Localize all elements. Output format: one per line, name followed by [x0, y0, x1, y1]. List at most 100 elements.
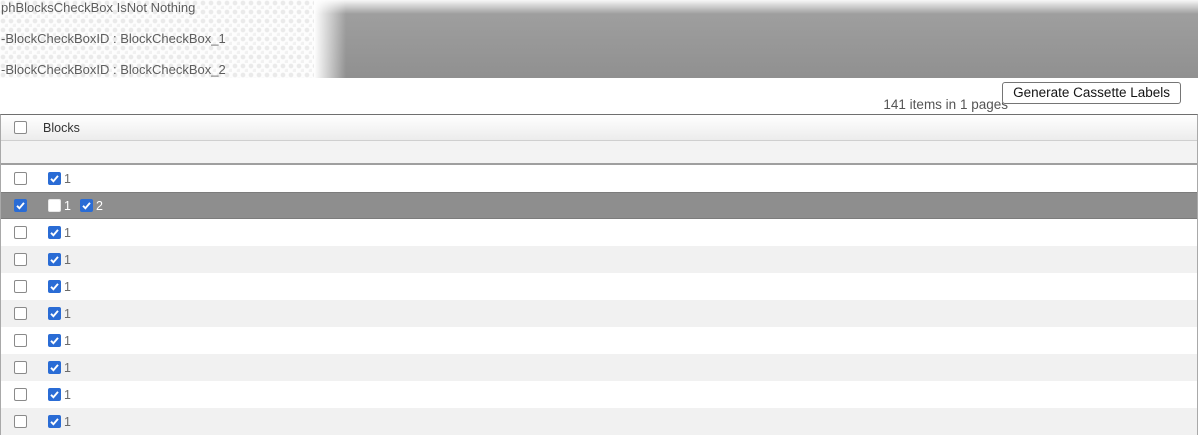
blocks-cell: 1: [41, 226, 71, 240]
row-select-cell: [1, 226, 41, 239]
block-checkbox[interactable]: [48, 307, 61, 320]
block-checkbox[interactable]: [48, 226, 61, 239]
gray-overlay: [314, 0, 1198, 78]
block-checkbox[interactable]: [48, 334, 61, 347]
checkmark-icon: [50, 418, 59, 426]
block-checkbox-group: 1: [48, 415, 71, 429]
row-select-checkbox[interactable]: [14, 253, 27, 266]
block-checkbox-group: 1: [48, 334, 71, 348]
blocks-cell: 1: [41, 361, 71, 375]
debug-panel: phBlocksCheckBox IsNot Nothing -BlockChe…: [0, 0, 1198, 78]
row-select-cell: [1, 307, 41, 320]
block-checkbox-group: 1: [48, 307, 71, 321]
block-label: 1: [64, 306, 71, 321]
row-select-cell: [1, 388, 41, 401]
row-select-checkbox[interactable]: [14, 334, 27, 347]
block-checkbox[interactable]: [48, 199, 61, 212]
row-select-checkbox[interactable]: [14, 361, 27, 374]
block-checkbox-group: 1: [48, 388, 71, 402]
debug-line: -BlockCheckBoxID : BlockCheckBox_2: [1, 62, 226, 77]
select-all-checkbox[interactable]: [14, 121, 27, 134]
items-count-label: 141 items in 1 pages: [883, 97, 1008, 112]
table-row: 1: [1, 327, 1197, 354]
toolbar: 141 items in 1 pages Generate Cassette L…: [0, 78, 1198, 114]
checkmark-icon: [16, 202, 25, 210]
table-row: 1: [1, 300, 1197, 327]
table-row: 1: [1, 273, 1197, 300]
block-checkbox[interactable]: [79, 199, 93, 212]
block-checkbox[interactable]: [48, 415, 61, 428]
row-select-cell: [1, 361, 41, 374]
block-label: 1: [64, 225, 71, 240]
checkmark-icon: [50, 337, 59, 345]
debug-lines: phBlocksCheckBox IsNot Nothing -BlockChe…: [1, 1, 226, 78]
checkmark-icon: [50, 229, 59, 237]
row-select-checkbox[interactable]: [14, 307, 27, 320]
row-select-checkbox[interactable]: [14, 199, 27, 212]
blocks-cell: 1: [41, 334, 71, 348]
row-select-cell: [1, 253, 41, 266]
checkmark-icon: [50, 283, 59, 291]
block-checkbox-group: 1: [48, 280, 71, 294]
debug-line: -BlockCheckBoxID : BlockCheckBox_1: [1, 31, 226, 46]
checkmark-icon: [50, 256, 59, 264]
blocks-cell: 1: [41, 280, 71, 294]
generate-cassette-labels-button[interactable]: Generate Cassette Labels: [1002, 82, 1181, 104]
row-select-cell: [1, 199, 41, 212]
block-checkbox-group: 1: [48, 361, 71, 375]
block-checkbox[interactable]: [48, 253, 61, 266]
block-checkbox-group: 2: [79, 198, 103, 213]
block-checkbox[interactable]: [48, 361, 61, 374]
checkmark-icon: [50, 391, 59, 399]
row-select-checkbox[interactable]: [14, 172, 27, 185]
table-row: 1: [1, 246, 1197, 273]
blocks-cell: 1: [41, 415, 71, 429]
blocks-grid: Blocks 1 1 2: [0, 114, 1198, 435]
filter-row: [1, 141, 1197, 165]
table-body: 1 1 2 1: [1, 165, 1197, 435]
row-select-cell: [1, 334, 41, 347]
blocks-cell: 1: [41, 172, 71, 186]
block-checkbox[interactable]: [48, 172, 61, 185]
blocks-cell: 1: [41, 388, 71, 402]
row-select-cell: [1, 280, 41, 293]
debug-line: phBlocksCheckBox IsNot Nothing: [1, 0, 196, 15]
row-select-cell: [1, 172, 41, 185]
block-checkbox-group: 1: [48, 226, 71, 240]
table-row: 1: [1, 381, 1197, 408]
block-label: 1: [64, 414, 71, 429]
table-header-row: Blocks: [1, 115, 1197, 141]
checkmark-icon: [50, 310, 59, 318]
checkmark-icon: [82, 202, 91, 210]
row-select-checkbox[interactable]: [14, 415, 27, 428]
block-label: 1: [64, 333, 71, 348]
table-row: 1 2: [1, 192, 1197, 219]
block-label: 1: [64, 387, 71, 402]
block-checkbox[interactable]: [48, 280, 61, 293]
row-select-checkbox[interactable]: [14, 226, 27, 239]
table-row: 1: [1, 354, 1197, 381]
table-row: 1: [1, 165, 1197, 192]
block-checkbox[interactable]: [48, 388, 61, 401]
column-header-blocks: Blocks: [43, 120, 80, 135]
header-select-cell: [1, 121, 41, 134]
block-label: 1: [64, 360, 71, 375]
block-label: 1: [64, 171, 71, 186]
blocks-cell: 1: [41, 307, 71, 321]
blocks-cell: 1: [41, 253, 71, 267]
table-row: 1: [1, 408, 1197, 435]
block-label: 1: [64, 252, 71, 267]
block-label: 2: [95, 198, 103, 213]
row-select-cell: [1, 415, 41, 428]
table-row: 1: [1, 219, 1197, 246]
row-select-checkbox[interactable]: [14, 388, 27, 401]
block-label: 1: [64, 279, 71, 294]
blocks-cell: 1 2: [41, 199, 103, 213]
block-checkbox-group: 1: [48, 253, 71, 267]
block-checkbox-group: 1: [48, 199, 71, 213]
block-label: 1: [64, 198, 71, 213]
checkmark-icon: [50, 364, 59, 372]
block-checkbox-group: 1: [48, 172, 71, 186]
row-select-checkbox[interactable]: [14, 280, 27, 293]
